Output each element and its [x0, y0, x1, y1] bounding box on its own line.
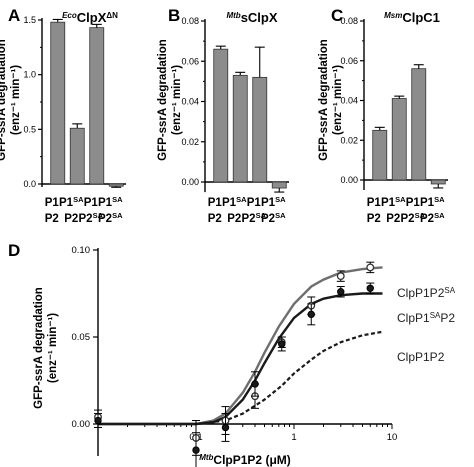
- fit-curve: [98, 292, 383, 426]
- category-label-bottom: P2SA: [420, 211, 445, 226]
- x-tick-label: 10: [387, 432, 398, 443]
- bar: [213, 48, 229, 183]
- y-axis-label: GFP-ssrA degradation (enz⁻¹ min⁻¹): [157, 39, 183, 161]
- category-label-bottom: P2: [386, 213, 400, 225]
- y-axis-label-line: GFP-ssrA degradation: [0, 39, 8, 161]
- category-label-bottom: P2SA: [98, 211, 123, 226]
- y-axis-label-line: (enz⁻¹ min⁻¹): [171, 65, 183, 135]
- y-axis-label-line: (enz⁻¹ min⁻¹): [47, 313, 59, 383]
- bar: [391, 98, 407, 181]
- category-label-top: P1SA: [420, 195, 445, 210]
- category-label-top: P1SA: [261, 195, 286, 210]
- y-axis-label-line: (enz⁻¹ min⁻¹): [10, 65, 22, 135]
- y-tick-label: 0.08: [181, 16, 199, 26]
- data-point: [251, 380, 259, 388]
- bar: [252, 76, 268, 183]
- y-axis-label-line: GFP-ssrA degradation: [33, 287, 45, 409]
- y-tick-label: 1.0: [23, 70, 36, 80]
- y-tick-label: 0.00: [181, 177, 199, 187]
- bar: [372, 129, 388, 181]
- bar: [50, 21, 66, 185]
- category-label-top: P1: [367, 197, 382, 209]
- series-label: ClpP1P2: [397, 350, 445, 364]
- data-point: [221, 423, 230, 432]
- y-tick-label: 0.06: [181, 56, 199, 66]
- y-axis-label: GFP-ssrA degradation (enz⁻¹ min⁻¹): [0, 39, 22, 161]
- data-point: [337, 288, 345, 296]
- y-tick-label: 0.05: [72, 332, 91, 343]
- category-label-top: P1SA: [59, 195, 84, 210]
- panel-title: EcoClpXΔN: [62, 10, 118, 25]
- y-axis-label-line: GFP-ssrA degradation: [157, 39, 169, 161]
- category-label-bottom: P2: [367, 213, 381, 225]
- y-axis-label-line: (enz⁻¹ min⁻¹): [332, 65, 344, 135]
- category-label-top: P1: [406, 197, 421, 209]
- y-axis-label-line: GFP-ssrA degradation: [318, 39, 330, 161]
- y-tick-label: 0.06: [340, 56, 358, 66]
- category-label-top: P1: [45, 197, 60, 209]
- panel-label-d: D: [8, 241, 20, 260]
- category-label-bottom: P2: [64, 213, 78, 225]
- bar: [411, 68, 427, 181]
- fit-curve: [195, 330, 383, 426]
- category-label-top: P1: [208, 197, 223, 209]
- y-tick-label: 0.5: [23, 124, 36, 134]
- category-label-bottom: P2SA: [242, 211, 267, 226]
- panel-label-a: A: [8, 6, 20, 25]
- series-label: ClpP1P2SA: [397, 286, 456, 301]
- category-label-top: P1: [247, 197, 262, 209]
- bar: [271, 181, 287, 189]
- y-tick-label: 0.10: [72, 245, 91, 256]
- y-tick-label: 0.00: [340, 175, 358, 185]
- y-tick-label: 0.04: [340, 96, 358, 106]
- y-axis-label: GFP-ssrA degradation (enz⁻¹ min⁻¹): [33, 287, 59, 409]
- y-tick-label: 0.02: [340, 135, 358, 145]
- data-point: [366, 284, 374, 292]
- category-label-top: P1: [84, 197, 99, 209]
- category-label-bottom: P2SA: [401, 211, 426, 226]
- data-point: [94, 416, 102, 425]
- category-label-bottom: P2: [208, 213, 222, 225]
- category-label-bottom: P2SA: [261, 211, 286, 226]
- panel-label-b: B: [168, 6, 180, 25]
- data-point: [278, 340, 286, 348]
- bar: [232, 74, 248, 183]
- x-axis-label: MtbClpP1P2 (μM): [199, 453, 291, 467]
- bar: [108, 183, 124, 187]
- data-point: [336, 272, 345, 281]
- x-tick-label: 1: [291, 432, 296, 443]
- data-point: [307, 310, 315, 319]
- category-label-top: P1SA: [222, 195, 247, 210]
- y-tick-label: 1.5: [23, 15, 36, 25]
- y-tick-label: 0.0: [23, 179, 36, 189]
- panel-label-c: C: [331, 6, 343, 25]
- y-axis-label: GFP-ssrA degradation (enz⁻¹ min⁻¹): [318, 39, 344, 161]
- panel-title: MtbsClpX: [226, 10, 277, 25]
- bar: [430, 179, 446, 185]
- category-label-bottom: P2: [45, 213, 59, 225]
- y-tick-label: 0.02: [181, 137, 199, 147]
- y-tick-label: 0.00: [72, 419, 91, 430]
- y-tick-label: 0.08: [340, 16, 358, 26]
- data-point: [192, 446, 200, 454]
- data-point: [366, 263, 375, 272]
- category-label-top: P1SA: [381, 195, 406, 210]
- panel-title: MsmClpC1: [384, 10, 440, 25]
- category-label-bottom: P2SA: [79, 211, 104, 226]
- category-label-bottom: P2: [227, 213, 241, 225]
- category-label-top: P1SA: [98, 195, 123, 210]
- bar: [89, 27, 105, 185]
- series-label: ClpP1SAP2: [397, 311, 455, 326]
- bar: [69, 127, 85, 185]
- y-tick-label: 0.04: [181, 97, 199, 107]
